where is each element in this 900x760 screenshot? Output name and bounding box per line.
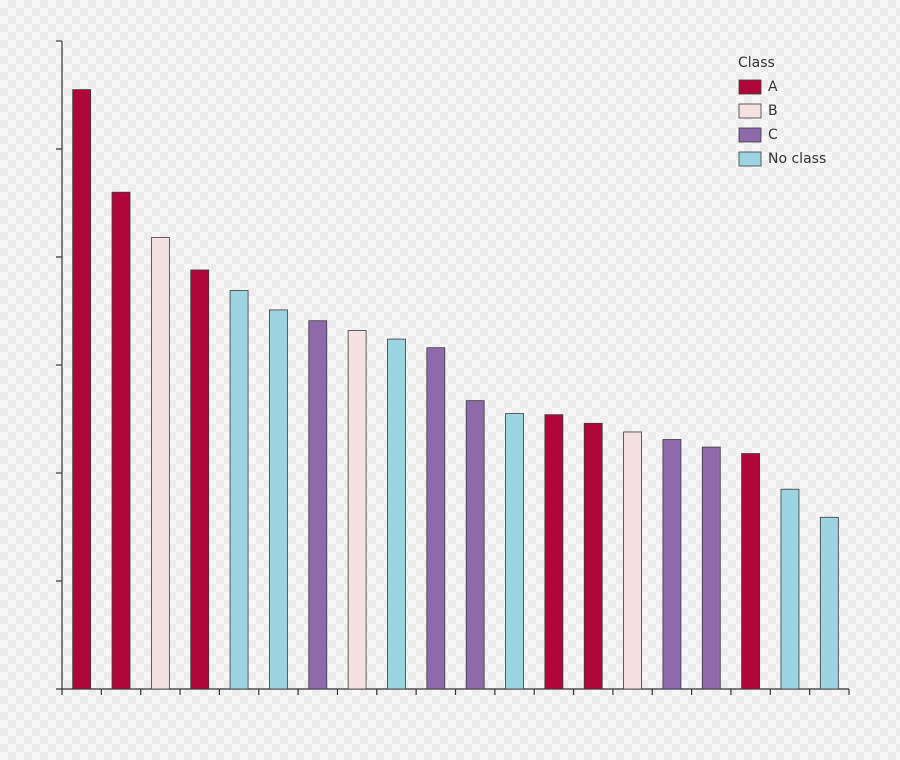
bar bbox=[308, 320, 328, 690]
bar bbox=[505, 413, 524, 690]
bar bbox=[190, 269, 210, 690]
legend-swatch bbox=[738, 103, 762, 119]
bar bbox=[662, 439, 682, 690]
bar bbox=[426, 347, 446, 690]
bar bbox=[701, 446, 721, 690]
legend-swatch bbox=[738, 79, 762, 95]
legend-label: A bbox=[768, 79, 778, 95]
legend-swatch bbox=[738, 127, 762, 143]
legend-title: Class bbox=[738, 55, 775, 71]
bar bbox=[347, 330, 367, 690]
bar bbox=[544, 414, 564, 690]
bar bbox=[111, 191, 131, 690]
bar bbox=[780, 488, 800, 690]
bar bbox=[741, 453, 761, 690]
bar bbox=[465, 400, 485, 690]
bar bbox=[623, 431, 642, 690]
legend-label: C bbox=[768, 127, 778, 143]
bar bbox=[819, 516, 839, 690]
bar bbox=[269, 309, 288, 690]
bar bbox=[72, 89, 92, 690]
bar bbox=[387, 338, 406, 690]
bar bbox=[583, 422, 603, 690]
bar bbox=[150, 237, 170, 690]
legend-label: No class bbox=[768, 151, 826, 167]
legend-label: B bbox=[768, 103, 778, 119]
legend-swatch bbox=[738, 151, 762, 167]
bar bbox=[229, 290, 249, 690]
